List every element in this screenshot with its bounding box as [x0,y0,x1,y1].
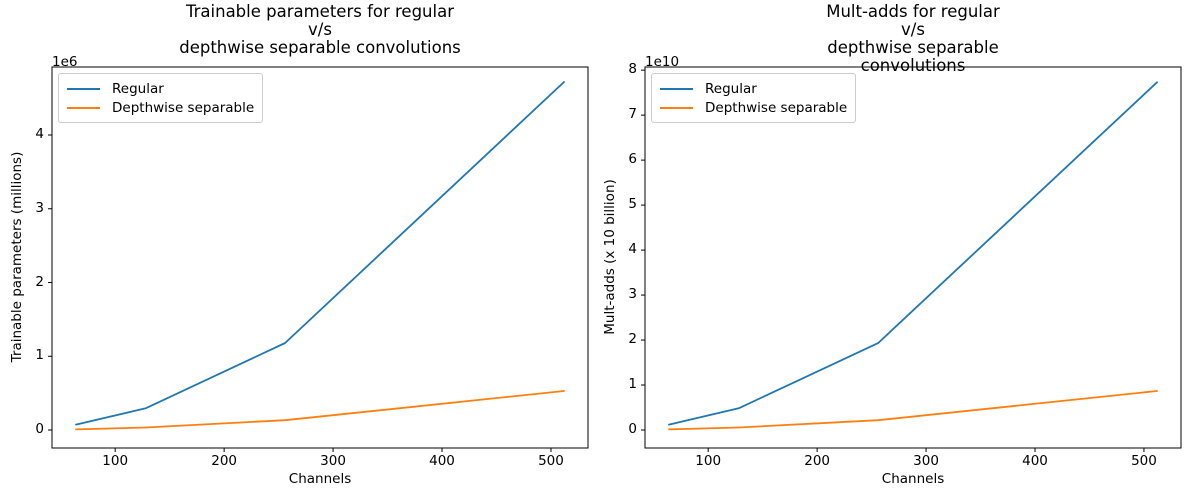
x-tick-label: 500 [1131,453,1157,469]
y-tick-label: 2 [35,273,44,290]
legend: Regular Depthwise separable [58,73,264,123]
legend-row: Regular [660,79,847,98]
y-tick-label: 0 [35,421,44,437]
y-axis-offset-label: 1e6 [52,54,78,70]
legend-line-regular-icon [67,87,100,90]
y-tick-label: 1 [35,347,44,364]
x-tick-label: 400 [1022,453,1048,469]
y-tick-label: 1 [628,376,637,393]
y-tick-label: 3 [35,199,44,216]
y-tick-label: 3 [628,286,637,303]
chart-title: Trainable parameters for regular v/s dep… [179,2,461,57]
x-tick-label: 400 [429,453,455,469]
legend-label-depthwise: Depthwise separable [705,99,848,116]
x-tick-label: 100 [102,453,129,469]
legend-label-regular: Regular [705,80,757,97]
x-axis-label: Channels [288,471,352,487]
legend-line-regular-icon [660,87,693,90]
y-tick-label: 8 [628,61,637,78]
axes-frame [644,66,1182,449]
y-tick-label: 4 [35,125,44,142]
chart-title: Mult-adds for regular v/s depthwise sepa… [826,2,1000,75]
x-axis-label: Channels [881,471,945,487]
x-tick-label: 300 [320,453,346,469]
y-axis-offset-label: 1e10 [645,54,680,70]
y-tick-label: 6 [628,151,637,168]
legend: Regular Depthwise separable [651,73,857,123]
legend-row: Depthwise separable [67,98,254,117]
axes-frame [51,66,589,449]
legend-line-depthwise-icon [67,106,100,109]
y-tick-label: 0 [628,421,637,437]
y-tick-label: 2 [628,331,637,348]
series-line-regular [668,81,1158,426]
x-tick-label: 200 [211,453,238,469]
x-tick-label: 100 [695,453,722,469]
series-line-depthwise-separable [75,390,565,431]
x-tick-label: 300 [913,453,939,469]
legend-label-depthwise: Depthwise separable [112,99,255,116]
legend-label-regular: Regular [112,80,164,97]
y-axis-label: Trainable parameters (millions) [9,151,25,363]
legend-line-depthwise-icon [660,106,693,109]
y-tick-label: 4 [628,241,637,258]
series-line-depthwise-separable [668,390,1158,431]
legend-row: Regular [67,79,254,98]
y-tick-label: 5 [628,196,637,213]
series-line-regular [75,81,565,426]
x-tick-label: 500 [538,453,564,469]
legend-row: Depthwise separable [660,98,847,117]
x-tick-label: 200 [804,453,831,469]
y-tick-label: 7 [628,106,637,123]
